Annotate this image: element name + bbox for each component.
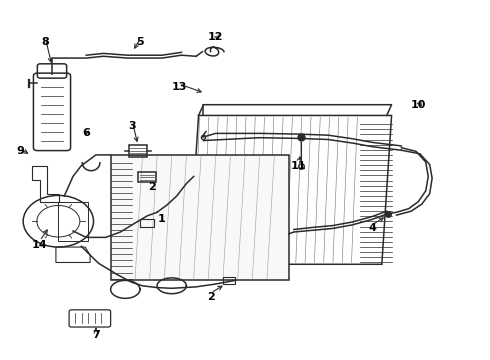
Polygon shape	[111, 155, 289, 280]
Text: 9: 9	[16, 146, 24, 156]
Text: 11: 11	[291, 161, 307, 171]
Text: 2: 2	[148, 182, 156, 192]
Bar	[140, 220, 154, 227]
Text: 6: 6	[82, 129, 90, 138]
Bar	[139, 172, 156, 182]
Text: 12: 12	[208, 32, 223, 41]
Bar	[129, 145, 147, 157]
Text: 13: 13	[172, 82, 187, 92]
Text: 1: 1	[158, 215, 166, 224]
Bar	[223, 277, 235, 284]
Text: 3: 3	[129, 121, 136, 131]
Text: 5: 5	[136, 37, 144, 47]
Text: 2: 2	[207, 292, 215, 302]
Text: 10: 10	[411, 100, 426, 110]
Bar	[58, 202, 88, 241]
Text: 7: 7	[92, 330, 100, 340]
Text: 8: 8	[42, 37, 49, 47]
Text: 14: 14	[32, 239, 48, 249]
Text: 4: 4	[368, 224, 376, 233]
